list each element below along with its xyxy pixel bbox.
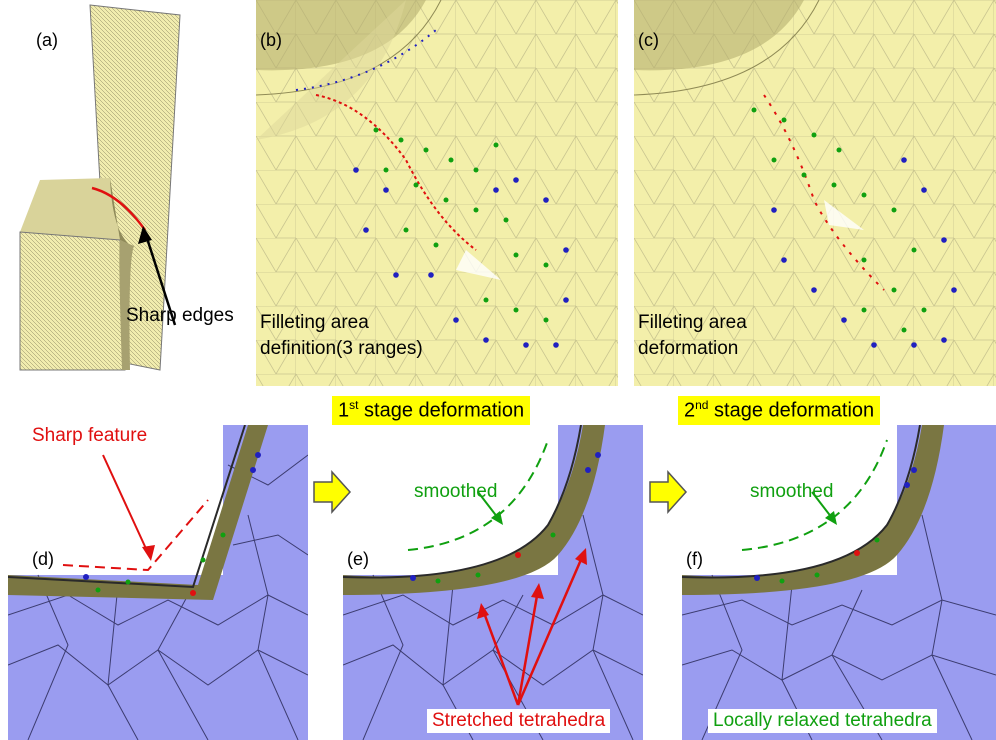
panel-c-mesh bbox=[634, 0, 996, 386]
panel-e-mesh bbox=[343, 425, 643, 740]
panel-c-nodes bbox=[751, 94, 957, 348]
panel-a-mesh bbox=[19, 4, 181, 371]
panel-a: (a) Sharp edges bbox=[0, 0, 250, 380]
panel-b-mesh bbox=[256, 0, 618, 386]
panel-d-label: (d) bbox=[32, 549, 54, 569]
sharp-edge-line bbox=[91, 186, 147, 231]
panel-e: (e) smoothed Stretched tetrahedra bbox=[343, 425, 643, 740]
panel-b-caption-1: Filleting area bbox=[260, 312, 369, 333]
panel-d-mesh bbox=[8, 425, 308, 740]
stage-2-header: 2nd stage deformation bbox=[678, 396, 881, 425]
panel-f: (f) smoothed Locally relaxed tetrahedra bbox=[682, 425, 996, 740]
panel-f-mesh bbox=[682, 425, 996, 740]
panel-a-annotation: Sharp edges bbox=[126, 305, 234, 326]
panel-b: (b) Filleting area definition(3 ranges) bbox=[256, 0, 618, 386]
panel-c-caption-1: Filleting area bbox=[638, 312, 747, 333]
panel-c-label: (c) bbox=[638, 30, 659, 50]
panel-f-annotation: smoothed bbox=[750, 481, 834, 502]
panel-a-label: (a) bbox=[36, 30, 58, 50]
panel-e-box-label: Stretched tetrahedra bbox=[427, 709, 611, 733]
arrow-d-to-e-icon bbox=[313, 470, 352, 514]
panel-b-caption-2: definition(3 ranges) bbox=[260, 338, 423, 359]
arrow-e-to-f-icon bbox=[649, 470, 688, 514]
panel-d: (d) Sharp feature bbox=[8, 425, 308, 740]
panel-e-label: (e) bbox=[347, 549, 369, 569]
stage-1-header: 1st stage deformation bbox=[332, 396, 531, 425]
panel-d-annotation: Sharp feature bbox=[32, 425, 148, 446]
panel-f-box-label: Locally relaxed tetrahedra bbox=[708, 709, 937, 733]
panel-e-annotation: smoothed bbox=[414, 481, 498, 502]
panel-b-nodes bbox=[295, 29, 569, 348]
panel-f-label: (f) bbox=[686, 549, 703, 569]
panel-c-caption-2: deformation bbox=[638, 338, 739, 359]
panel-b-label: (b) bbox=[260, 30, 282, 50]
panel-c: (c) Filleting area deformation bbox=[634, 0, 996, 386]
